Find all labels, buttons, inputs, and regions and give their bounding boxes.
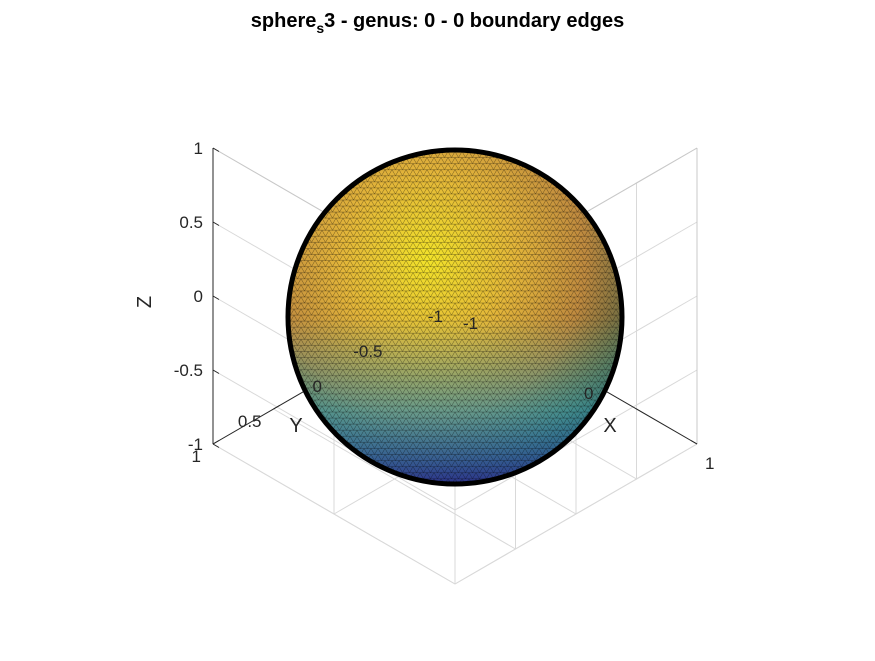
title-suffix: 3 - genus: 0 - 0 boundary edges xyxy=(324,10,625,32)
chart-title: spheres3 - genus: 0 - 0 boundary edges xyxy=(0,10,875,36)
z-axis-label: Z xyxy=(134,296,156,308)
sphere-mesh xyxy=(286,148,624,486)
title-subscript: s xyxy=(316,20,325,36)
y-axis-label: Y xyxy=(289,415,302,437)
sphere-rim xyxy=(285,147,625,487)
grid-line xyxy=(273,408,516,550)
y-tick xyxy=(212,440,220,445)
x-axis-label: X xyxy=(603,415,616,437)
x-tick-label: 1 xyxy=(705,454,714,473)
z-tick-label: 1 xyxy=(194,139,203,158)
z-tick-label: -1 xyxy=(188,435,203,454)
z-tick-label: -0.5 xyxy=(174,361,203,380)
y-tick xyxy=(273,405,280,410)
y-tick-label: 1 xyxy=(192,447,201,466)
z-tick xyxy=(212,369,220,374)
y-tick-label: 0.5 xyxy=(238,412,262,431)
title-prefix: sphere xyxy=(250,10,317,32)
z-tick-label: 0 xyxy=(194,287,203,306)
y-tick-label: -0.5 xyxy=(353,342,382,361)
z-tick-label: 0.5 xyxy=(179,213,203,232)
x-tick-label: -1 xyxy=(463,314,478,333)
y-tick-label: 0 xyxy=(313,377,322,396)
z-tick xyxy=(212,295,220,300)
z-tick xyxy=(212,221,220,226)
z-tick xyxy=(212,443,220,448)
y-tick-label: -1 xyxy=(428,307,443,326)
x-tick xyxy=(690,440,698,445)
grid-line xyxy=(212,443,456,585)
x-tick-label: 0 xyxy=(584,384,593,403)
z-tick xyxy=(212,147,220,152)
sphere-surface xyxy=(285,147,625,487)
